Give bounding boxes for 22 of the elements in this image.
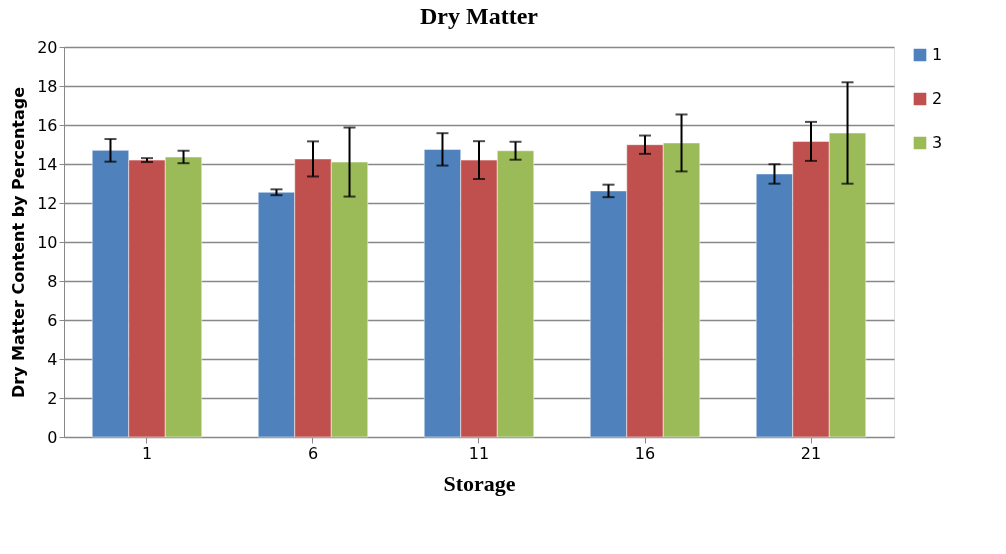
legend-label: 3 bbox=[932, 133, 943, 152]
legend-label: 2 bbox=[932, 89, 943, 108]
x-tick-label: 21 bbox=[800, 443, 822, 463]
y-tick-label: 18 bbox=[37, 76, 58, 96]
y-tick-label: 20 bbox=[37, 37, 58, 57]
x-tick-label: 1 bbox=[141, 443, 153, 463]
y-tick-label: 0 bbox=[47, 427, 58, 447]
y-tick-label: 12 bbox=[37, 193, 58, 213]
x-axis-title: Storage bbox=[443, 470, 516, 496]
y-axis-title: Dry Matter Content by Percentage bbox=[9, 86, 29, 399]
x-tick-label: 16 bbox=[634, 443, 656, 463]
chart-title: Dry Matter bbox=[420, 3, 539, 29]
x-tick-label: 6 bbox=[307, 443, 319, 463]
y-tick-label: 4 bbox=[47, 349, 58, 369]
y-tick-label: 14 bbox=[37, 154, 58, 174]
y-tick-label: 8 bbox=[47, 271, 58, 291]
y-tick-label: 6 bbox=[47, 310, 58, 330]
y-tick-label: 10 bbox=[37, 232, 58, 252]
y-tick-label: 16 bbox=[37, 115, 58, 135]
x-tick-label: 11 bbox=[468, 443, 490, 463]
legend-label: 1 bbox=[932, 45, 943, 64]
y-tick-label: 2 bbox=[47, 388, 58, 408]
